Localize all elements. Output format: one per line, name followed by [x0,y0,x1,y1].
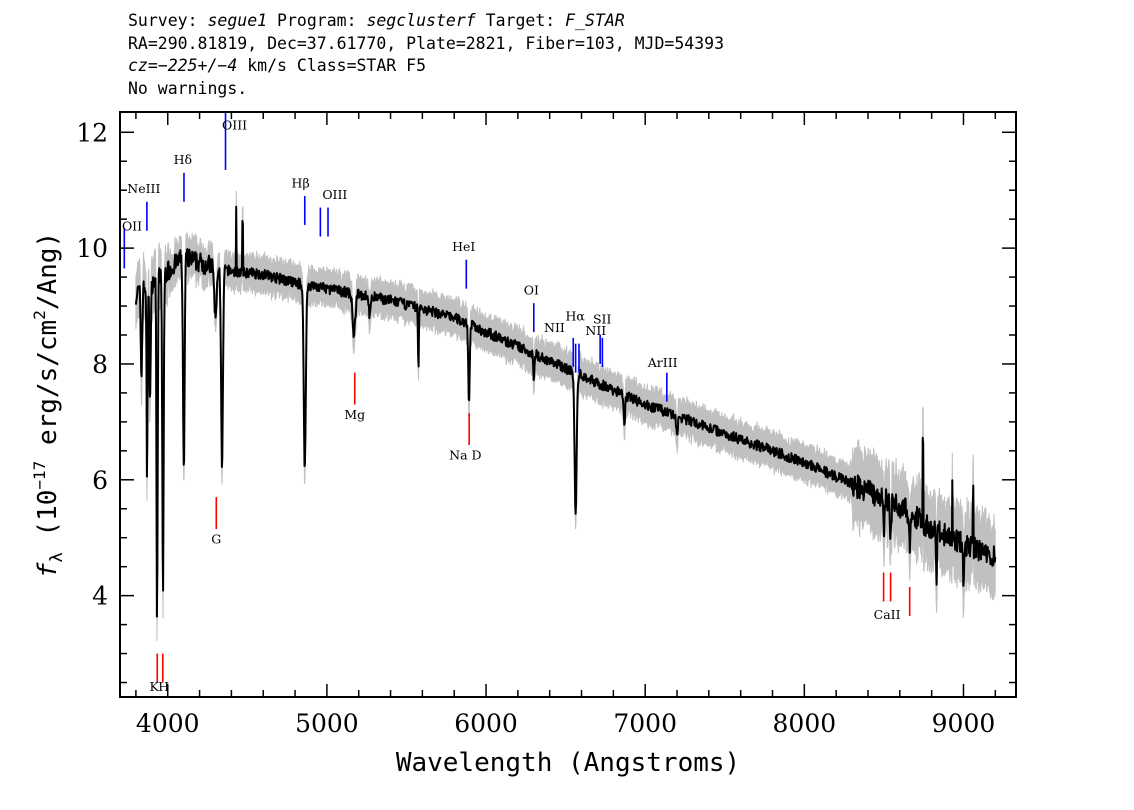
line-marker-label: CaII [874,607,901,622]
flux-series [134,205,997,618]
x-tick-label: 4000 [136,709,200,738]
y-tick-label: 10 [76,234,108,263]
spectrum-header: Survey: segue1 Program: segclusterf Targ… [128,10,724,100]
line-marker-label: NII [585,323,606,338]
line-marker-label: Na D [449,448,481,463]
line-marker-label: G [211,532,221,547]
line-marker-label: OII [122,219,142,234]
plot-frame [119,111,1017,698]
y-tick-label: 6 [92,466,108,495]
x-tick-label: 8000 [773,709,837,738]
line-marker-label: OIII [222,117,247,132]
line-marker-label: ArIII [647,355,678,370]
x-tick-label: 9000 [932,709,996,738]
line-marker-label: OIII [322,187,347,202]
y-tick-label: 4 [92,582,108,611]
line-marker-label: SII [593,311,612,326]
line-marker-label: NeIII [127,181,160,196]
line-marker-label: Hβ [292,175,310,190]
line-marker-label: OI [524,282,539,297]
x-tick-label: 7000 [613,709,677,738]
x-tick-label: 5000 [295,709,359,738]
line-marker-label: Hδ [174,152,192,167]
line-marker-label: H [158,679,169,694]
x-axis-title: Wavelength (Angstroms) [396,748,740,778]
flux-line [134,205,997,618]
line-marker-label: NII [544,320,565,335]
line-marker-label: HeI [452,239,475,254]
y-tick-label: 8 [92,350,108,379]
y-tick-label: 12 [76,118,108,147]
line-marker-label: Hα [565,309,585,324]
header-line-3: cz=−225+/−4 km/s Class=STAR F5 [128,56,427,75]
header-line-1: Survey: segue1 Program: segclusterf Targ… [128,11,625,30]
y-axis-title: fλ (10−17 erg/s/cm2/Ang) [30,232,67,578]
axis-ticks: 4000 5000 6000 7000 8000 9000 4 6 8 10 12 [76,112,1016,738]
error-band-area [135,190,996,641]
header-line-2: RA=290.81819, Dec=37.61770, Plate=2821, … [128,33,725,53]
line-marker-label: Mg [344,407,365,422]
header-line-4: No warnings. [128,78,248,98]
error-band [135,190,996,641]
line-marker-label: K [150,679,160,694]
x-tick-label: 6000 [454,709,518,738]
